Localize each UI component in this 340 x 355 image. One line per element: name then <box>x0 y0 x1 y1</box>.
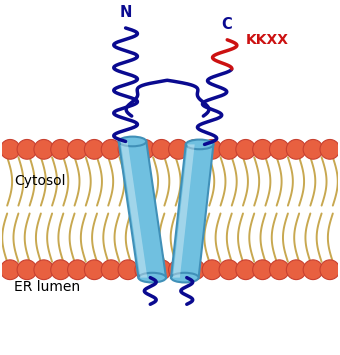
Circle shape <box>236 260 256 280</box>
Circle shape <box>303 140 323 159</box>
Circle shape <box>270 140 289 159</box>
Circle shape <box>320 140 340 159</box>
Circle shape <box>253 140 272 159</box>
Ellipse shape <box>186 140 214 149</box>
Circle shape <box>320 260 340 280</box>
Circle shape <box>17 140 37 159</box>
Circle shape <box>68 260 87 280</box>
Circle shape <box>219 260 239 280</box>
Circle shape <box>51 140 70 159</box>
Polygon shape <box>121 141 147 278</box>
Circle shape <box>135 140 155 159</box>
Circle shape <box>169 140 188 159</box>
Ellipse shape <box>119 137 146 146</box>
Circle shape <box>202 140 222 159</box>
Circle shape <box>0 140 20 159</box>
Circle shape <box>202 260 222 280</box>
Text: C: C <box>221 17 232 32</box>
Text: ER lumen: ER lumen <box>14 279 80 294</box>
Circle shape <box>152 140 171 159</box>
Circle shape <box>118 140 138 159</box>
Circle shape <box>253 260 272 280</box>
Circle shape <box>118 260 138 280</box>
Circle shape <box>219 140 239 159</box>
Circle shape <box>185 140 205 159</box>
Circle shape <box>51 260 70 280</box>
Circle shape <box>84 140 104 159</box>
Circle shape <box>286 260 306 280</box>
Circle shape <box>34 140 54 159</box>
Circle shape <box>286 140 306 159</box>
Circle shape <box>152 260 171 280</box>
Ellipse shape <box>171 273 199 283</box>
Circle shape <box>236 140 256 159</box>
Circle shape <box>84 260 104 280</box>
Circle shape <box>34 260 54 280</box>
Text: N: N <box>119 5 132 20</box>
Circle shape <box>303 260 323 280</box>
Polygon shape <box>119 141 166 278</box>
Polygon shape <box>173 144 195 278</box>
Circle shape <box>101 260 121 280</box>
Circle shape <box>68 140 87 159</box>
Circle shape <box>185 260 205 280</box>
Text: KKXX: KKXX <box>246 33 289 47</box>
Text: Cytosol: Cytosol <box>14 174 66 188</box>
Circle shape <box>270 260 289 280</box>
Circle shape <box>101 140 121 159</box>
Circle shape <box>17 260 37 280</box>
Circle shape <box>135 260 155 280</box>
Circle shape <box>0 260 20 280</box>
Ellipse shape <box>138 273 166 283</box>
Circle shape <box>169 260 188 280</box>
Polygon shape <box>171 144 214 278</box>
